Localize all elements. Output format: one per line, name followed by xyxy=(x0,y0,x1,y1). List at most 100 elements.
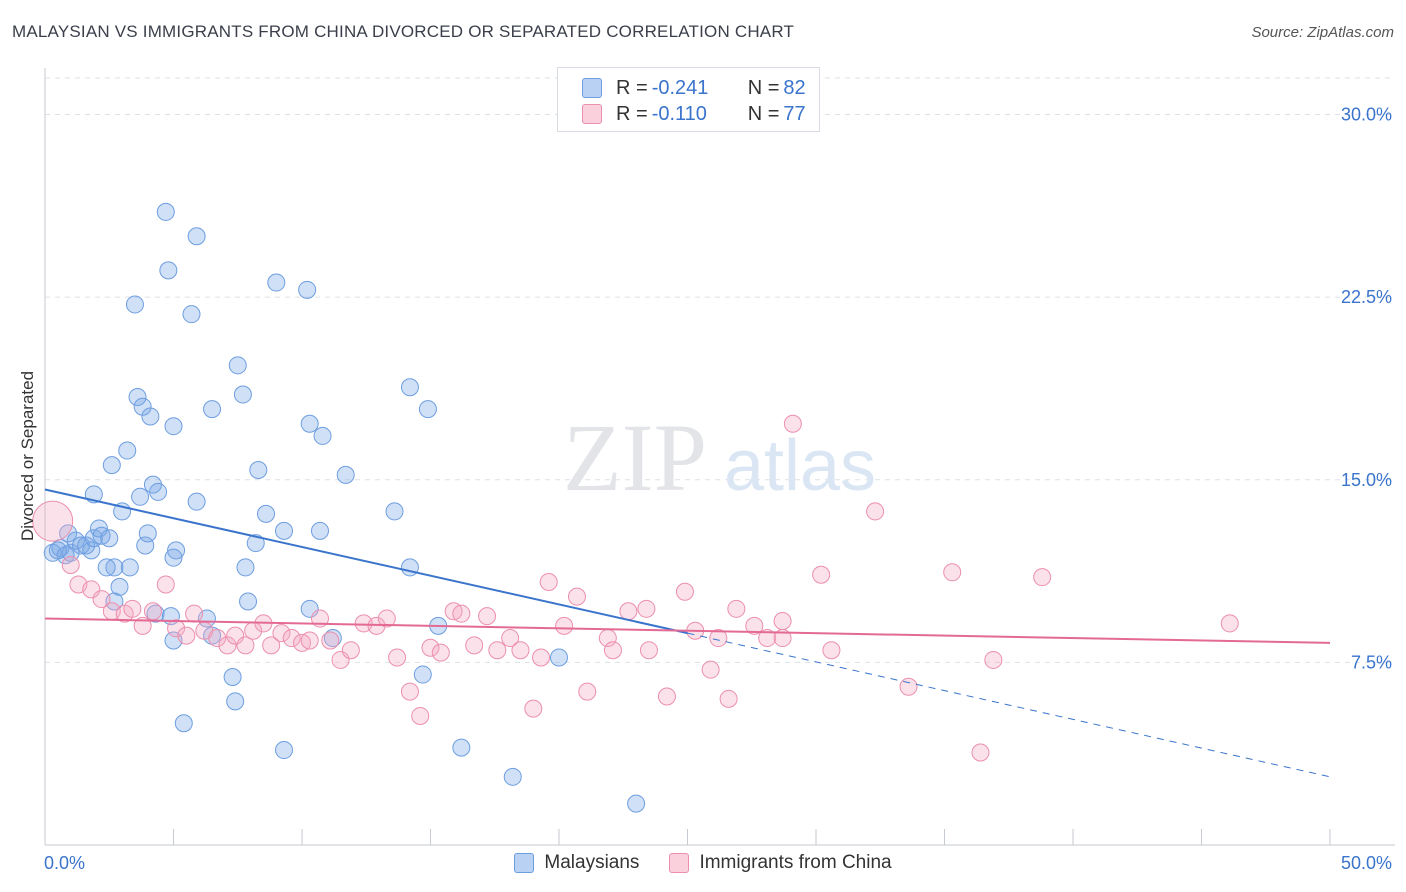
y-tick-label: 7.5% xyxy=(1351,652,1392,672)
malaysian-point xyxy=(138,524,157,543)
series-legend-malaysians: Malaysians xyxy=(514,852,639,874)
malaysian-point xyxy=(128,387,147,406)
china-point xyxy=(32,500,74,542)
legend-n-value: 77 xyxy=(783,102,806,125)
x-tick-label: 0.0% xyxy=(44,853,85,873)
china-point xyxy=(555,616,574,635)
china-point xyxy=(236,636,255,655)
china-point xyxy=(377,609,396,628)
series-swatch-pink xyxy=(669,853,690,873)
malaysian-point xyxy=(267,273,286,292)
series-legend-china: Immigrants from China xyxy=(669,852,892,874)
china-point xyxy=(208,629,227,648)
malaysian-point xyxy=(400,378,419,397)
malaysian-trend-line xyxy=(44,488,688,635)
malaysian-point xyxy=(298,280,317,299)
china-point xyxy=(971,743,990,762)
malaysian-point xyxy=(110,577,129,596)
legend-r-value: -0.241 xyxy=(651,76,709,99)
y-tick-label: 30.0% xyxy=(1341,105,1392,125)
china-point xyxy=(92,590,111,609)
legend-swatch-blue xyxy=(582,78,602,98)
china-point xyxy=(501,629,520,648)
chart-title: MALAYSIAN VS IMMIGRANTS FROM CHINA DIVOR… xyxy=(12,22,795,41)
legend-r-label: R = xyxy=(616,76,648,99)
malaysian-point xyxy=(226,692,245,711)
source-label: Source: ZipAtlas.com xyxy=(1251,24,1394,41)
china-point xyxy=(156,575,175,594)
china-point xyxy=(783,414,802,433)
china-point xyxy=(578,682,597,701)
china-point xyxy=(411,706,430,725)
y-tick-label: 22.5% xyxy=(1341,287,1392,307)
china-point xyxy=(727,599,746,618)
malaysian-point xyxy=(275,741,294,760)
malaysian-trend-extension xyxy=(687,632,1331,778)
malaysian-point xyxy=(100,529,119,548)
china-point xyxy=(300,631,319,650)
correlation-legend: R = -0.241 N = 82 R = -0.110 N = 77 xyxy=(557,67,820,132)
malaysian-point xyxy=(105,558,124,577)
china-point xyxy=(421,638,440,657)
legend-r-value: -0.110 xyxy=(651,102,707,125)
malaysian-point xyxy=(452,738,471,757)
malaysian-point xyxy=(336,465,355,484)
malaysian-point xyxy=(164,417,183,436)
china-point xyxy=(701,660,720,679)
legend-n-label: N = xyxy=(747,76,780,99)
china-point xyxy=(866,502,885,521)
china-point xyxy=(123,599,142,618)
malaysian-point xyxy=(203,400,222,419)
malaysian-point xyxy=(146,604,165,623)
china-point xyxy=(488,641,507,660)
series-label-malaysians: Malaysians xyxy=(544,852,640,873)
series-label-china: Immigrants from China xyxy=(699,852,892,873)
china-point xyxy=(478,607,497,626)
china-point xyxy=(532,648,551,667)
malaysian-point xyxy=(102,456,121,475)
malaysian-point xyxy=(141,407,160,426)
malaysian-point xyxy=(239,592,258,611)
series-legend: Malaysians Immigrants from China xyxy=(0,852,1406,874)
china-point xyxy=(539,573,558,592)
malaysian-point xyxy=(149,482,168,501)
china-point xyxy=(177,626,196,645)
china-point xyxy=(143,602,162,621)
malaysian-point xyxy=(125,295,144,314)
malaysian-point xyxy=(418,400,437,419)
legend-r-label: R = xyxy=(616,102,648,125)
china-point xyxy=(709,629,728,648)
china-point xyxy=(675,582,694,601)
legend-n-value: 82 xyxy=(783,76,806,99)
china-point xyxy=(218,636,237,655)
malaysian-point xyxy=(164,548,183,567)
china-point xyxy=(745,616,764,635)
china-point xyxy=(282,629,301,648)
malaysian-point xyxy=(182,305,201,324)
china-point xyxy=(388,648,407,667)
malaysian-point xyxy=(385,502,404,521)
china-point xyxy=(822,641,841,660)
malaysian-point xyxy=(131,487,150,506)
malaysian-point xyxy=(118,441,137,460)
watermark: ZIP atlas xyxy=(563,404,876,511)
malaysian-point xyxy=(503,767,522,786)
malaysian-point xyxy=(187,492,206,511)
series-swatch-blue xyxy=(514,853,535,873)
china-point xyxy=(1033,568,1052,587)
malaysian-point xyxy=(310,521,329,540)
x-tick-label: 50.0% xyxy=(1341,853,1392,873)
china-point xyxy=(603,641,622,660)
y-axis-label: Divorced or Separated xyxy=(18,371,37,541)
malaysian-point xyxy=(233,385,252,404)
china-point xyxy=(619,602,638,621)
watermark-zip: ZIP xyxy=(563,404,707,511)
tick-labels: 7.5% 15.0% 22.5% 30.0% 0.0% 50.0% xyxy=(44,105,1392,873)
china-point xyxy=(400,682,419,701)
china-point xyxy=(637,599,656,618)
malaysian-point xyxy=(275,521,294,540)
china-point xyxy=(657,687,676,706)
trend-lines xyxy=(44,488,1331,778)
malaysian-point xyxy=(223,667,242,686)
